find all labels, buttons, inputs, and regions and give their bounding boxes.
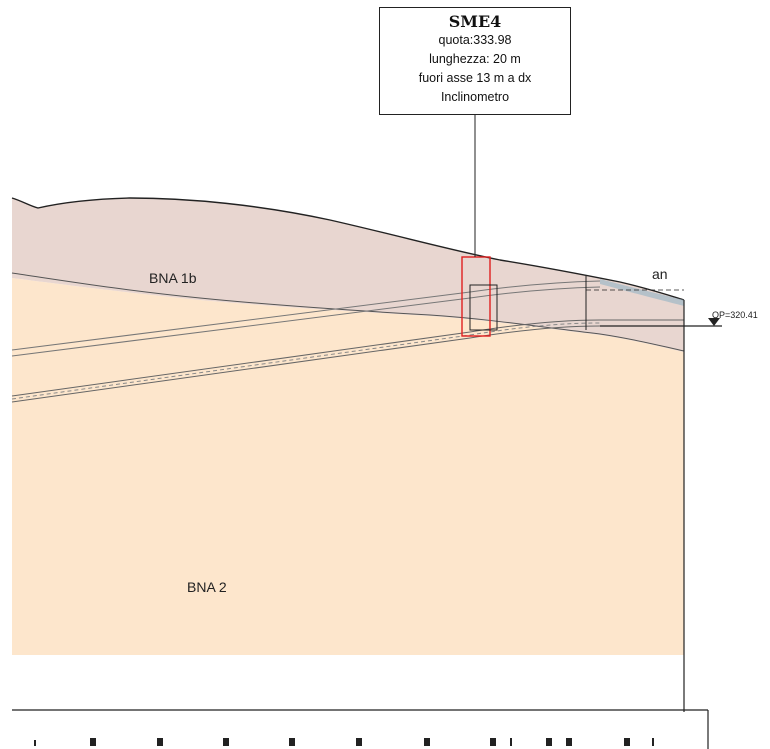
layer-bna2: [12, 278, 684, 655]
borehole-quota: quota:333.98: [438, 33, 512, 47]
borehole-offset: fuori asse 13 m a dx: [418, 71, 532, 85]
layer-label-bna2: BNA 2: [187, 579, 227, 595]
borehole-instrument: Inclinometro: [440, 90, 510, 104]
annotation-an: an: [652, 266, 668, 282]
borehole-length: lunghezza: 20 m: [429, 52, 521, 66]
layer-label-bna1b: BNA 1b: [149, 270, 197, 286]
layer-boundary-line: [11, 272, 685, 352]
borehole-red-box: [461, 256, 491, 337]
borehole-black-box: [469, 284, 498, 331]
qp-triangle-icon: [708, 318, 720, 326]
borehole-label-box: SME4 quota:333.98 lunghezza: 20 m fuori …: [379, 7, 571, 115]
layer-bna1b: [12, 198, 684, 352]
surface-detail: [600, 279, 684, 306]
qp-label: QP=320.41: [712, 310, 758, 320]
profile-ticks: [34, 738, 654, 746]
ground-surface-line: [11, 197, 685, 301]
borehole-id: SME4: [448, 12, 502, 31]
